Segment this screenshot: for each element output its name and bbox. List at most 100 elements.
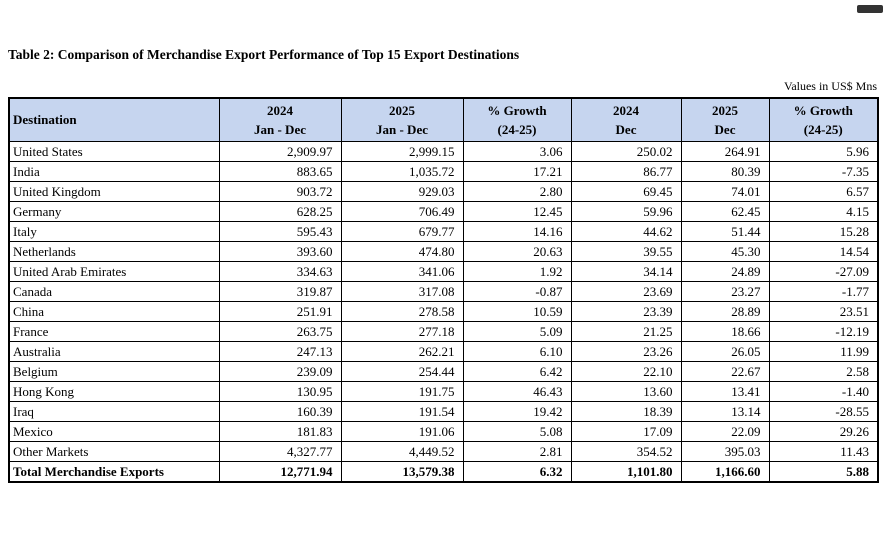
table-row: France 263.75 277.18 5.09 21.25 18.66 -12.19 <box>8 321 879 342</box>
value-cell: -0.87 <box>462 281 572 302</box>
value-cell: 13.14 <box>680 401 770 422</box>
value-cell: 13.41 <box>680 381 770 402</box>
value-cell: 262.21 <box>340 341 464 362</box>
value-cell: 24.89 <box>680 261 770 282</box>
value-cell: 21.25 <box>570 321 682 342</box>
value-cell: 23.69 <box>570 281 682 302</box>
value-cell: 6.57 <box>768 181 879 202</box>
value-cell: -7.35 <box>768 161 879 182</box>
value-cell: 2.80 <box>462 181 572 202</box>
column-header-line2: Jan - Dec <box>254 122 306 137</box>
value-cell: 247.13 <box>218 341 342 362</box>
column-header: % Growth (24-25) <box>462 97 572 142</box>
value-cell: 6.32 <box>462 461 572 483</box>
value-cell: 23.39 <box>570 301 682 322</box>
value-cell: 20.63 <box>462 241 572 262</box>
value-cell: 22.67 <box>680 361 770 382</box>
total-row: Total Merchandise Exports 12,771.94 13,579… <box>8 461 879 483</box>
value-cell: 14.54 <box>768 241 879 262</box>
table-body: United States 2,909.97 2,999.15 3.06 250.02 2… <box>8 141 879 483</box>
value-cell: 334.63 <box>218 261 342 282</box>
destination-cell: France <box>8 321 220 342</box>
value-cell: 4,327.77 <box>218 441 342 462</box>
value-cell: 12.45 <box>462 201 572 222</box>
table-row: United States 2,909.97 2,999.15 3.06 250.02 2… <box>8 141 879 162</box>
table-row: Other Markets 4,327.77 4,449.52 2.81 354.52 3… <box>8 441 879 462</box>
destination-cell: Hong Kong <box>8 381 220 402</box>
value-cell: 395.03 <box>680 441 770 462</box>
value-cell: 18.66 <box>680 321 770 342</box>
column-header-line1: 2024 <box>613 102 639 118</box>
value-cell: 22.09 <box>680 421 770 442</box>
destination-cell: Italy <box>8 221 220 242</box>
destination-cell: Netherlands <box>8 241 220 262</box>
value-cell: 4,449.52 <box>340 441 464 462</box>
value-cell: 191.75 <box>340 381 464 402</box>
value-cell: 4.15 <box>768 201 879 222</box>
value-cell: 59.96 <box>570 201 682 222</box>
header-row: Destination 2024 Jan - Dec 2025 Jan - Dec % G… <box>8 97 879 142</box>
column-header-line2: Dec <box>714 122 736 137</box>
table-row: United Kingdom 903.72 929.03 2.80 69.45 74.01… <box>8 181 879 202</box>
value-cell: 679.77 <box>340 221 464 242</box>
value-cell: 5.88 <box>768 461 879 483</box>
value-cell: 13.60 <box>570 381 682 402</box>
value-cell: 69.45 <box>570 181 682 202</box>
value-cell: 11.43 <box>768 441 879 462</box>
table-row: Netherlands 393.60 474.80 20.63 39.55 45.30 14… <box>8 241 879 262</box>
value-cell: 393.60 <box>218 241 342 262</box>
value-cell: 474.80 <box>340 241 464 262</box>
column-header-line1: 2025 <box>712 102 738 118</box>
table-row: Germany 628.25 706.49 12.45 59.96 62.45 4.15 <box>8 201 879 222</box>
value-cell: -27.09 <box>768 261 879 282</box>
table-row: Italy 595.43 679.77 14.16 44.62 51.44 15.28 <box>8 221 879 242</box>
table-row: Mexico 181.83 191.06 5.08 17.09 22.09 29.26 <box>8 421 879 442</box>
value-cell: 595.43 <box>218 221 342 242</box>
value-cell: 62.45 <box>680 201 770 222</box>
units-note: Values in US$ Mns <box>783 79 877 93</box>
value-cell: 160.39 <box>218 401 342 422</box>
destination-cell: Belgium <box>8 361 220 382</box>
value-cell: 264.91 <box>680 141 770 162</box>
value-cell: 26.05 <box>680 341 770 362</box>
value-cell: 86.77 <box>570 161 682 182</box>
column-header: 2024 Jan - Dec <box>218 97 342 142</box>
column-header-line1: 2025 <box>389 102 415 118</box>
value-cell: 628.25 <box>218 201 342 222</box>
column-header-line2: (24-25) <box>803 122 843 137</box>
value-cell: 903.72 <box>218 181 342 202</box>
value-cell: 1.92 <box>462 261 572 282</box>
value-cell: 1,035.72 <box>340 161 464 182</box>
value-cell: 929.03 <box>340 181 464 202</box>
value-cell: 34.14 <box>570 261 682 282</box>
value-cell: 191.06 <box>340 421 464 442</box>
value-cell: 74.01 <box>680 181 770 202</box>
value-cell: 17.21 <box>462 161 572 182</box>
value-cell: 251.91 <box>218 301 342 322</box>
value-cell: 191.54 <box>340 401 464 422</box>
value-cell: 1,101.80 <box>570 461 682 483</box>
value-cell: 12,771.94 <box>218 461 342 483</box>
value-cell: 28.89 <box>680 301 770 322</box>
table-row: Iraq 160.39 191.54 19.42 18.39 13.14 -28.55 <box>8 401 879 422</box>
table-header-row: Destination 2024 Jan - Dec 2025 Jan - Dec % G… <box>8 97 879 142</box>
value-cell: 29.26 <box>768 421 879 442</box>
table-row: Canada 319.87 317.08 -0.87 23.69 23.27 -1.77 <box>8 281 879 302</box>
value-cell: 250.02 <box>570 141 682 162</box>
value-cell: 319.87 <box>218 281 342 302</box>
value-cell: 2,999.15 <box>340 141 464 162</box>
value-cell: 15.28 <box>768 221 879 242</box>
destination-cell: Canada <box>8 281 220 302</box>
destination-cell: Mexico <box>8 421 220 442</box>
value-cell: -1.40 <box>768 381 879 402</box>
column-header-line2: Dec <box>615 122 637 137</box>
export-destinations-table: Destination 2024 Jan - Dec 2025 Jan - Dec % G… <box>8 97 879 483</box>
column-header-line1: % Growth <box>487 102 547 118</box>
column-header: % Growth (24-25) <box>768 97 879 142</box>
column-header-line1: % Growth <box>793 102 853 118</box>
value-cell: 130.95 <box>218 381 342 402</box>
value-cell: 2.58 <box>768 361 879 382</box>
value-cell: 6.10 <box>462 341 572 362</box>
value-cell: 2,909.97 <box>218 141 342 162</box>
